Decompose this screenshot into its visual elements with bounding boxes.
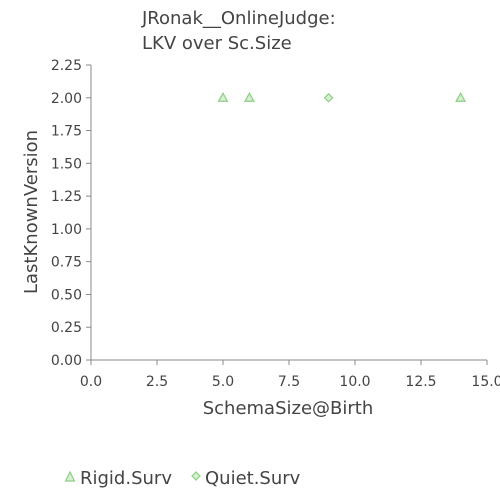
x-tick-label: 2.5 — [146, 374, 168, 390]
chart-title: JRonak__OnlineJudge: LKV over Sc.Size — [141, 8, 336, 54]
y-tick-label: 0.00 — [51, 353, 82, 369]
x-tick-label: 7.5 — [278, 374, 300, 390]
x-tick-label: 0.0 — [80, 374, 102, 390]
x-tick-label: 5.0 — [212, 374, 234, 390]
x-tick-label: 12.5 — [405, 374, 436, 390]
data-point-rigid-surv — [217, 92, 229, 102]
y-tick-label: 0.50 — [51, 287, 82, 303]
legend-label-rigid-surv: Rigid.Surv — [80, 468, 172, 489]
y-axis-title: LastKnownVersion — [21, 130, 42, 294]
x-tick-label: 15.0 — [471, 374, 500, 390]
y-tick-label: 2.00 — [51, 91, 82, 107]
y-axis-ticks: 0.00 0.25 0.50 0.75 1.00 1.25 1.50 1.75 2.00 2.25 — [51, 58, 91, 369]
chart-title-line-2: LKV over Sc.Size — [142, 33, 292, 54]
legend-marker-rigid-surv — [64, 470, 76, 482]
y-tick-label: 0.25 — [51, 320, 82, 336]
chart-title-line-1: JRonak__OnlineJudge: — [141, 8, 336, 29]
data-point-quiet-surv — [323, 92, 334, 103]
y-tick-label: 1.00 — [51, 222, 82, 238]
x-tick-label: 10.0 — [339, 374, 370, 390]
legend-marker-quiet-surv — [191, 471, 201, 481]
y-tick-label: 1.25 — [51, 189, 82, 205]
x-axis-ticks: 0.0 2.5 5.0 7.5 10.0 12.5 15.0 — [80, 360, 500, 390]
y-tick-label: 2.25 — [51, 58, 82, 74]
legend: Rigid.Surv Quiet.Surv — [64, 468, 301, 489]
data-point-rigid-surv — [455, 92, 467, 102]
y-tick-label: 0.75 — [51, 255, 82, 271]
y-tick-label: 1.75 — [51, 124, 82, 140]
x-axis-title: SchemaSize@Birth — [203, 398, 374, 419]
data-point-rigid-surv — [243, 92, 255, 102]
legend-label-quiet-surv: Quiet.Surv — [205, 468, 301, 489]
y-tick-label: 1.50 — [51, 156, 82, 172]
data-points — [217, 92, 467, 103]
